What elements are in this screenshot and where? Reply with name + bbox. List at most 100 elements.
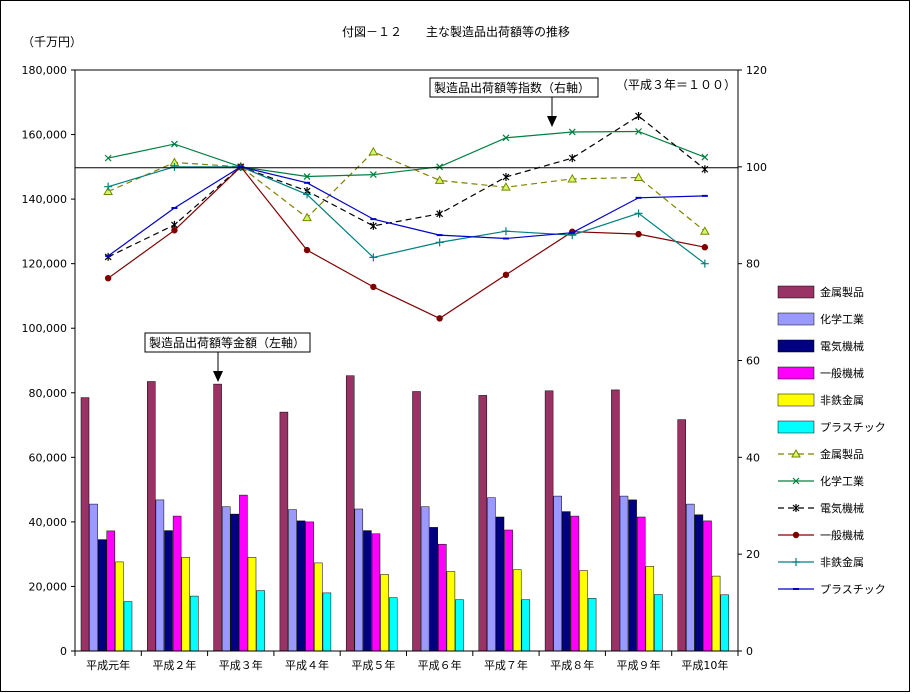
bar-4-1 xyxy=(106,530,116,652)
line-series-6 xyxy=(107,166,705,257)
legend-marker-2 xyxy=(792,477,800,485)
bar-2-10 xyxy=(686,503,695,652)
bar-2-3 xyxy=(221,506,231,652)
x-tick-label-3: 平成３年 xyxy=(219,658,263,672)
left-tick-label-10: 180,000 xyxy=(22,64,68,77)
right-tick-label-7: 120 xyxy=(746,64,767,77)
x-tick-label-10: 平成10年 xyxy=(681,658,728,672)
point-4-2 xyxy=(171,227,178,234)
bar-4-9 xyxy=(636,516,646,652)
bar-2-5 xyxy=(354,508,364,652)
line-series-1 xyxy=(107,151,706,232)
left-tick-label-9: 160,000 xyxy=(22,129,68,142)
point-5-1 xyxy=(104,182,113,191)
bar-1-5 xyxy=(345,375,355,652)
legend: 金属製品化学工業電気機械一般機械非鉄金属プラスチック金属製品化学工業電気機械一般… xyxy=(777,285,886,596)
point-4-9 xyxy=(635,230,642,238)
point-5-9 xyxy=(634,209,643,218)
legend-label-line-5: 非鉄金属 xyxy=(820,555,864,569)
legend-marker-1 xyxy=(791,448,801,458)
bar-5-8 xyxy=(579,570,588,652)
bar-6-10 xyxy=(720,594,729,652)
bar-5-4 xyxy=(314,562,323,652)
left-axis-callout-box xyxy=(144,332,311,353)
point-2-8 xyxy=(568,128,576,136)
bar-6-7 xyxy=(521,599,531,652)
point-3-8 xyxy=(568,154,576,163)
right-tick-label-2: 20 xyxy=(746,548,760,561)
legend-label-line-2: 化学工業 xyxy=(820,474,864,488)
left-tick-label-4: 60,000 xyxy=(29,451,68,464)
point-2-4 xyxy=(303,173,311,180)
bar-6-4 xyxy=(322,592,332,652)
legend-label-line-4: 一般機械 xyxy=(820,528,864,542)
bar-6-1 xyxy=(123,601,133,652)
point-2-6 xyxy=(436,163,444,171)
bar-3-9 xyxy=(628,499,637,652)
right-axis-callout-box xyxy=(429,77,599,98)
x-axis-ticks: 平成元年 平成２年 平成３年 平成４年 平成５年 平成６年 平成７年 平成８年 平成９年 平成10… xyxy=(74,651,739,672)
left-tick-label-5: 80,000 xyxy=(29,387,68,400)
point-5-4 xyxy=(303,190,312,199)
bar-1-2 xyxy=(147,381,156,652)
bar-1-3 xyxy=(213,383,222,652)
x-tick-label-2: 平成２年 xyxy=(152,658,196,672)
bar-3-2 xyxy=(164,530,173,652)
legend-label-line-3: 電気機械 xyxy=(820,501,864,515)
point-3-7 xyxy=(502,173,510,182)
right-tick-label-1: 0 xyxy=(746,645,753,658)
point-3-10 xyxy=(701,165,709,174)
bar-3-10 xyxy=(694,514,704,652)
x-tick-label-5: 平成５年 xyxy=(351,658,395,672)
left-tick-label-1: 0 xyxy=(60,645,67,658)
right-axis-ticks: 0 20 40 60 80 100 120 xyxy=(738,64,767,658)
point-1-1 xyxy=(103,186,114,196)
left-axis-callout-text: 製造品出荷額等金額（左軸） xyxy=(149,335,305,350)
line-series-5 xyxy=(108,166,706,265)
point-1-10 xyxy=(699,226,710,235)
x-tick-label-1: 平成元年 xyxy=(86,658,130,672)
point-4-4 xyxy=(303,246,311,254)
bar-2-9 xyxy=(619,495,629,652)
legend-label-bar-3: 電気機械 xyxy=(820,339,864,353)
point-1-9 xyxy=(633,172,644,181)
point-5-7 xyxy=(501,227,510,236)
point-4-1 xyxy=(104,274,112,282)
point-3-9 xyxy=(635,111,642,120)
bar-5-2 xyxy=(181,557,190,652)
bar-1-10 xyxy=(677,419,686,652)
bar-3-5 xyxy=(363,530,372,652)
bar-1-1 xyxy=(80,397,90,652)
point-4-6 xyxy=(436,315,443,322)
point-1-6 xyxy=(434,175,445,184)
point-5-10 xyxy=(700,259,709,268)
bar-5-5 xyxy=(380,574,389,652)
bar-4-7 xyxy=(504,529,513,652)
bar-3-7 xyxy=(495,516,505,652)
x-tick-label-7: 平成７年 xyxy=(484,658,528,672)
legend-label-bar-2: 化学工業 xyxy=(820,312,864,326)
line-series-3 xyxy=(107,115,706,258)
left-axis-ticks: 0 20,000 40,000 60,000 80,000 100,000 120,000 1… xyxy=(22,64,75,658)
bar-4-4 xyxy=(305,521,314,652)
left-tick-label-2: 20,000 xyxy=(29,580,68,593)
bar-1-4 xyxy=(279,411,289,652)
bar-4-10 xyxy=(703,520,712,652)
bar-2-2 xyxy=(155,499,165,652)
x-tick-label-8: 平成８年 xyxy=(550,658,594,672)
legend-label-bar-6: プラスチック xyxy=(820,421,886,434)
point-3-6 xyxy=(436,209,444,218)
legend-marker-3 xyxy=(792,504,800,512)
line-series-group xyxy=(103,111,710,322)
left-tick-label-8: 140,000 xyxy=(22,193,68,206)
x-tick-label-6: 平成６年 xyxy=(418,658,462,672)
point-2-1 xyxy=(104,154,112,162)
point-4-10 xyxy=(701,244,709,251)
right-tick-label-6: 100 xyxy=(746,161,767,174)
bar-3-8 xyxy=(562,511,571,652)
point-2-2 xyxy=(171,140,178,148)
point-5-6 xyxy=(435,238,444,247)
legend-label-bar-5: 非鉄金属 xyxy=(820,393,864,407)
right-tick-label-3: 40 xyxy=(746,451,760,464)
